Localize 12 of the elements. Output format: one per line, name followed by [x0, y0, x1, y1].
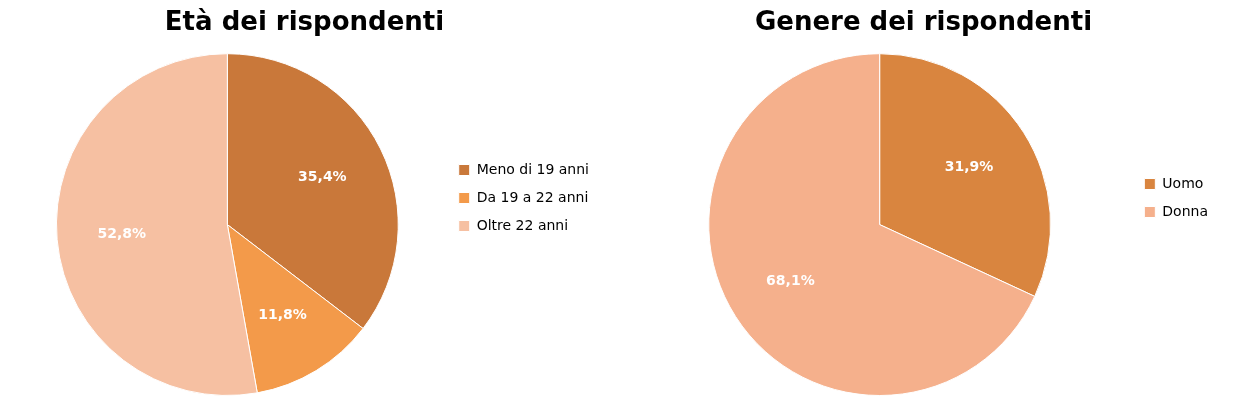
data-label: 68,1% [766, 272, 815, 289]
data-label: 31,9% [944, 158, 994, 175]
data-label: 52,8% [97, 224, 147, 241]
legend-label: Uomo [1162, 174, 1204, 191]
data-label: 11,8% [258, 305, 307, 322]
data-label: 35,4% [298, 168, 347, 185]
legend-label: Meno di 19 anni [476, 160, 590, 177]
legend-label: Da 19 a 22 anni [476, 188, 589, 205]
legend-label: Oltre 22 anni [476, 216, 569, 233]
legend-label: Donna [1162, 202, 1208, 219]
chart-title: Genere dei rispondenti [754, 6, 1093, 37]
chart-title: Età dei rispondenti [164, 6, 445, 37]
